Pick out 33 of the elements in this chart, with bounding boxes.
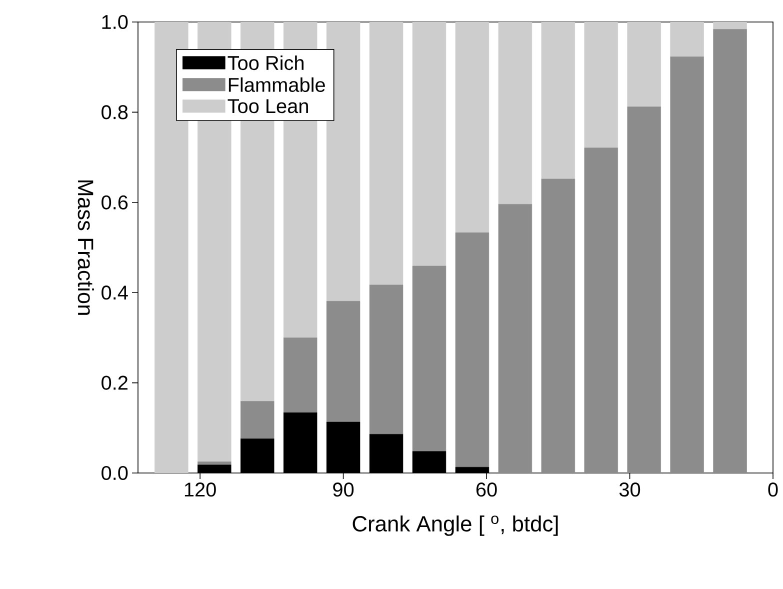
- y-tick-label: 0.4: [102, 286, 128, 300]
- bar: [369, 284, 404, 434]
- bar: [283, 338, 318, 413]
- x-tick-label: 120: [184, 482, 216, 497]
- bar: [670, 22, 704, 57]
- bar: [584, 22, 618, 148]
- bar: [455, 22, 490, 233]
- bar: [326, 22, 360, 302]
- y-axis-title: Mass Fraction: [78, 180, 94, 315]
- bar: [455, 232, 490, 468]
- bar: [369, 22, 404, 286]
- y-tick-label: 0.0: [102, 466, 128, 480]
- bar: [412, 266, 446, 452]
- bar: [326, 301, 360, 422]
- bar: [498, 22, 532, 204]
- x-tick-label: 30: [619, 482, 640, 497]
- y-tick-label: 1.0: [102, 14, 128, 30]
- y-tick-label: 0.8: [102, 105, 128, 120]
- y-tick-label: 0.6: [102, 195, 128, 210]
- bar: [713, 22, 747, 30]
- bar: [541, 22, 576, 180]
- x-tick-label: 60: [476, 482, 497, 497]
- y-tick-label: 0.2: [102, 376, 128, 390]
- x-tick-label: 90: [333, 482, 354, 497]
- legend-label: Flammable: [228, 77, 325, 92]
- x-axis-title: Crank Angle [ $^{o}$, btdc]: [352, 515, 558, 536]
- bar: [240, 401, 274, 439]
- legend-label: Too Rich: [228, 55, 304, 70]
- legend-label: Too Lean: [228, 99, 308, 114]
- bar: [627, 22, 661, 107]
- bar: [154, 22, 188, 473]
- bar: [412, 22, 446, 266]
- x-tick-label: 0: [768, 482, 778, 497]
